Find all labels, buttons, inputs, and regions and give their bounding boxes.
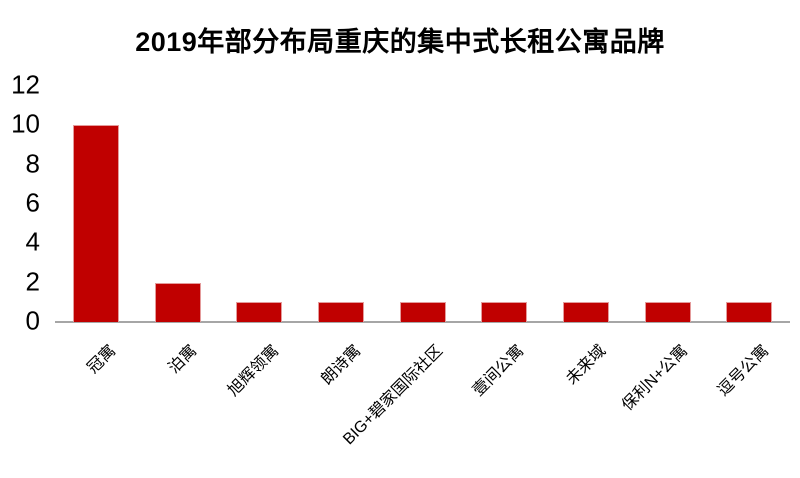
x-axis-label: 逗号公寓 bbox=[715, 342, 773, 400]
y-tick-label: 10 bbox=[11, 108, 40, 139]
bar bbox=[562, 302, 609, 322]
bar bbox=[726, 302, 773, 322]
y-tick-label: 6 bbox=[25, 187, 40, 218]
y-tick-label: 12 bbox=[11, 69, 40, 100]
x-axis-label: 保利N+公寓 bbox=[618, 342, 691, 415]
x-axis-label: 旭辉领寓 bbox=[225, 342, 283, 400]
y-tick-label: 0 bbox=[25, 305, 40, 336]
y-tick-label: 8 bbox=[25, 147, 40, 178]
x-axis-label: 冠寓 bbox=[84, 342, 120, 377]
bar bbox=[399, 302, 446, 322]
y-tick-label: 2 bbox=[25, 265, 40, 296]
x-axis-label: 朗诗寓 bbox=[318, 342, 365, 389]
bar bbox=[481, 302, 528, 322]
x-axis-line bbox=[55, 321, 790, 323]
bar bbox=[154, 282, 201, 322]
y-tick-label: 4 bbox=[25, 226, 40, 257]
bar bbox=[644, 302, 691, 322]
bar bbox=[236, 302, 283, 322]
bar bbox=[317, 302, 364, 322]
x-axis-label: 壹间公寓 bbox=[470, 342, 528, 400]
chart-title: 2019年部分布局重庆的集中式长租公寓品牌 bbox=[135, 27, 665, 57]
bar bbox=[72, 125, 119, 322]
x-axis-label: 泊寓 bbox=[166, 342, 201, 377]
x-axis-label: 未来域 bbox=[563, 342, 610, 389]
